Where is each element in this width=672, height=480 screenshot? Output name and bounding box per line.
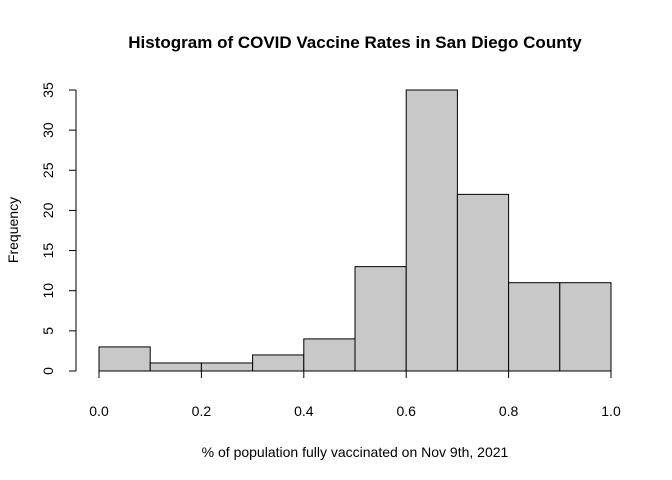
y-tick-label-0: 0 <box>40 367 56 375</box>
x-tick-label-3: 0.6 <box>396 403 416 419</box>
x-tick-label-5: 1.0 <box>601 403 621 419</box>
y-tick-label-3: 15 <box>40 243 56 259</box>
x-tick-label-2: 0.4 <box>294 403 314 419</box>
histogram-bar-1 <box>149 362 202 372</box>
histogram-bar-5 <box>354 266 407 372</box>
y-tick-label-5: 25 <box>40 162 56 178</box>
x-tick-label-4: 0.8 <box>499 403 519 419</box>
histogram-bar-0 <box>98 346 151 372</box>
chart-title: Histogram of COVID Vaccine Rates in San … <box>128 33 582 52</box>
y-axis-label: Frequency <box>5 197 21 263</box>
x-axis: 0.0 0.2 0.4 0.6 0.8 1.0 <box>89 370 621 419</box>
y-tick-label-6: 30 <box>40 122 56 138</box>
y-tick-label-4: 20 <box>40 202 56 218</box>
x-tick-label-0: 0.0 <box>89 403 109 419</box>
bars-group <box>98 89 612 372</box>
histogram-bar-7 <box>456 193 510 372</box>
x-tick-label-1: 0.2 <box>192 403 212 419</box>
y-tick-label-1: 5 <box>40 327 56 335</box>
x-axis-label: % of population fully vaccinated on Nov … <box>202 444 509 460</box>
histogram-bar-4 <box>303 338 356 372</box>
histogram-bar-3 <box>252 354 305 372</box>
histogram-bar-8 <box>508 282 561 372</box>
histogram-bar-6 <box>405 89 458 372</box>
y-tick-label-7: 35 <box>40 82 56 98</box>
y-axis: 0 5 10 15 20 25 30 35 <box>40 82 77 375</box>
y-tick-label-2: 10 <box>40 283 56 299</box>
histogram-bar-9 <box>559 282 612 372</box>
histogram-bar-2 <box>200 362 254 372</box>
